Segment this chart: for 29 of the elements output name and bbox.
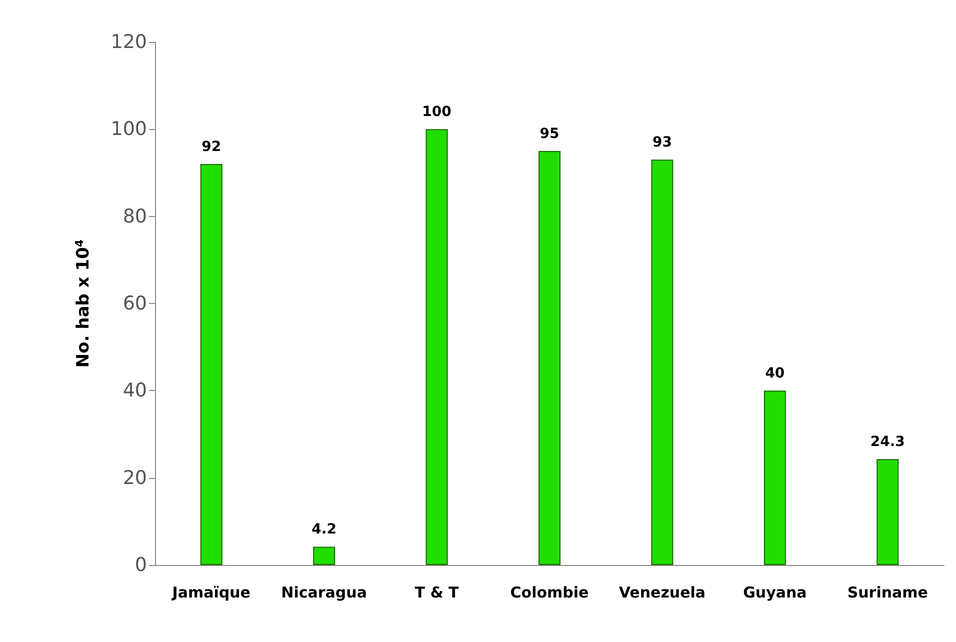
- data-label: 92: [202, 139, 222, 156]
- bar: [426, 129, 448, 565]
- x-tick-label: Venezuela: [618, 584, 706, 602]
- y-tick-label: 100: [110, 118, 147, 140]
- bar: [538, 150, 560, 565]
- y-tick-label: 20: [122, 466, 147, 489]
- y-tick-label: 40: [122, 380, 147, 402]
- data-label: 40: [765, 366, 785, 382]
- x-tick-label: Jamaïque: [171, 584, 250, 602]
- x-tick-label: Guyana: [743, 584, 807, 602]
- y-tick-label: 120: [110, 31, 147, 53]
- data-label: 24.3: [870, 434, 905, 450]
- data-label: 4.2: [312, 522, 336, 538]
- y-axis-title: No. hab x 104: [73, 239, 94, 368]
- x-tick-label: Nicaragua: [281, 584, 367, 602]
- bar: [876, 459, 899, 565]
- data-label: 95: [540, 126, 560, 142]
- bar: [651, 160, 674, 565]
- bar: [764, 390, 786, 565]
- x-tick-label: T & T: [414, 584, 460, 602]
- bar: [313, 546, 336, 565]
- data-label: 100: [422, 104, 452, 120]
- x-tick-label: Colombie: [510, 584, 589, 602]
- bar: [200, 164, 222, 565]
- data-label: 93: [652, 134, 672, 151]
- y-tick-label: 60: [122, 292, 147, 314]
- x-tick-label: Suriname: [847, 584, 928, 602]
- y-tick-label: 0: [134, 554, 147, 576]
- y-tick-label: 80: [122, 205, 147, 228]
